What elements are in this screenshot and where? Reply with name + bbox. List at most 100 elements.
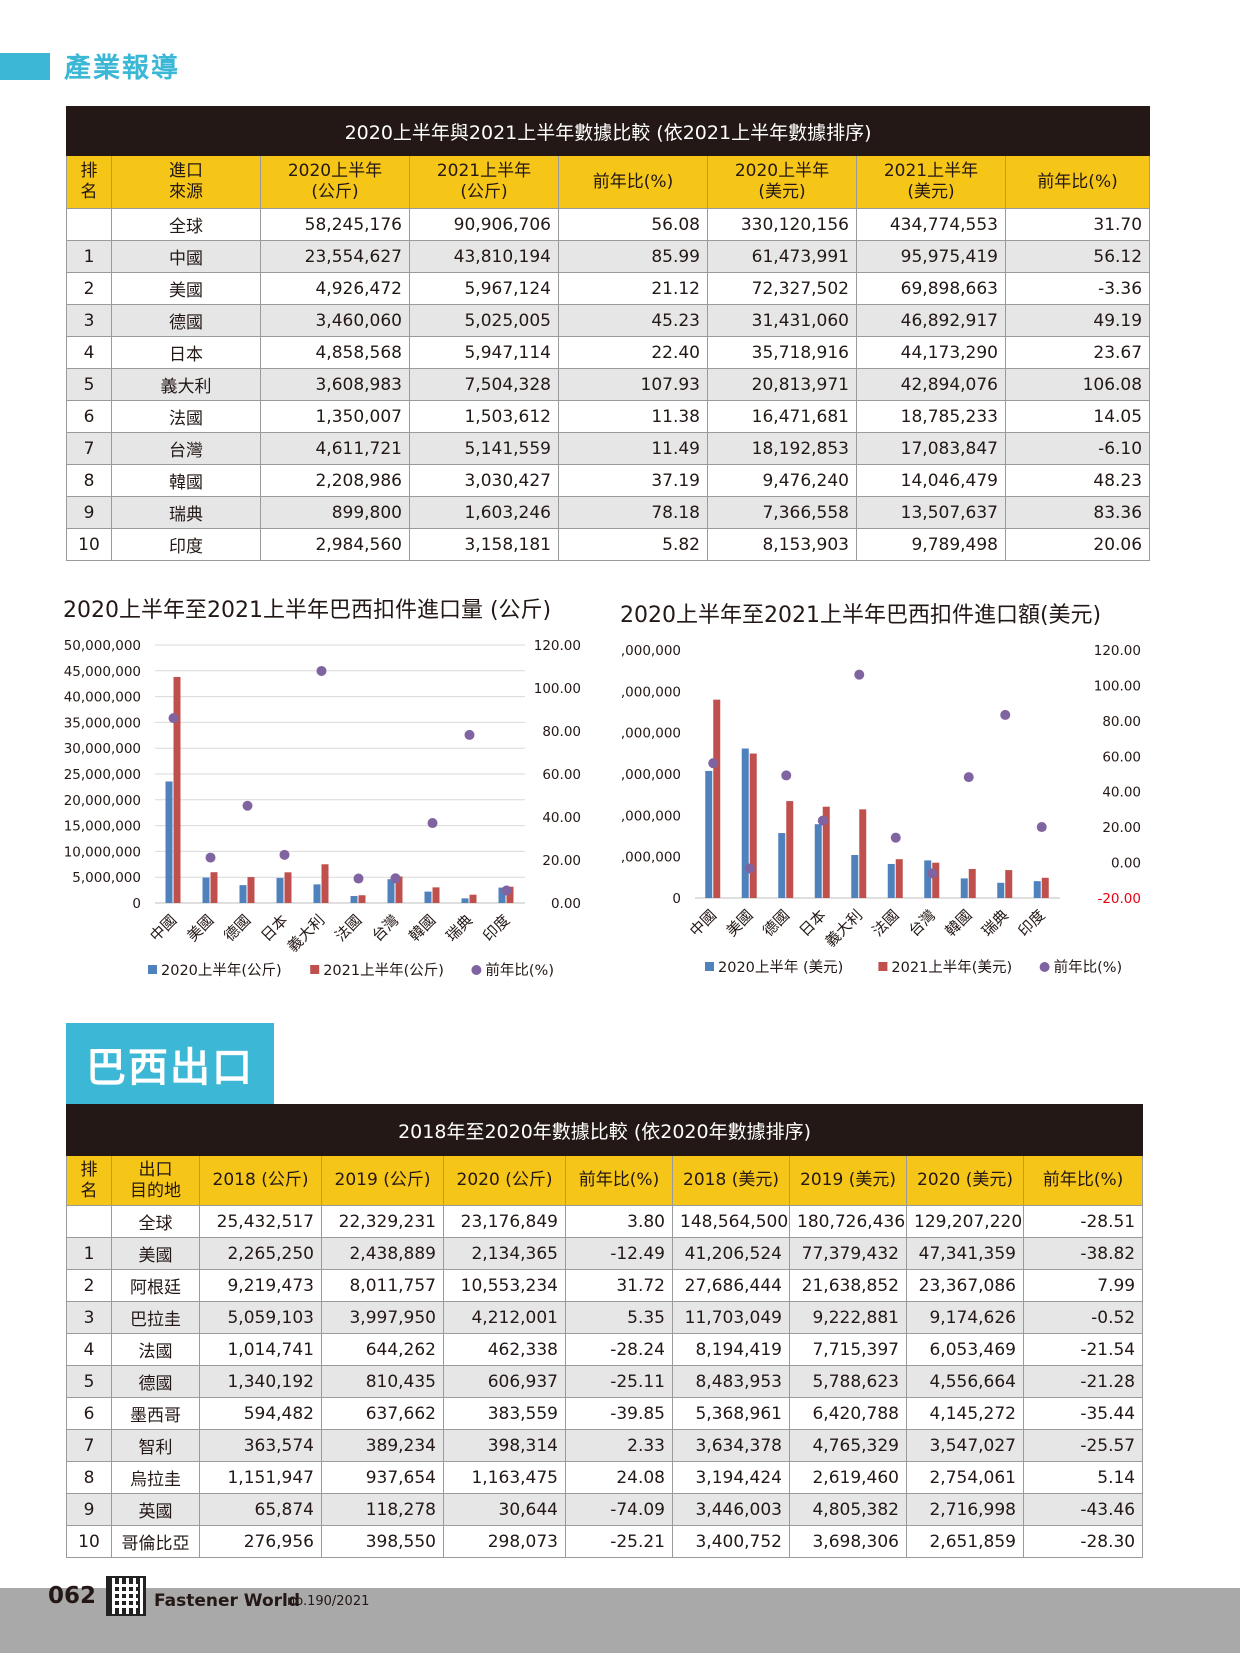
rank-cell: 8 bbox=[66, 464, 112, 497]
x-tick-label: 瑞典 bbox=[978, 906, 1012, 940]
value-cell: 5,025,005 bbox=[409, 304, 559, 337]
x-tick-label: 台灣 bbox=[905, 906, 939, 940]
value-cell: 2,651,859 bbox=[906, 1525, 1024, 1558]
country-cell: 巴拉圭 bbox=[111, 1301, 200, 1334]
import-table-caption: 2020上半年與2021上半年數據比較 (依2021上半年數據排序) bbox=[65, 106, 1151, 156]
value-cell: 9,219,473 bbox=[199, 1269, 322, 1302]
legend-label: 2020上半年(公斤) bbox=[161, 962, 282, 979]
y2-tick-label: 120.00 bbox=[1094, 643, 1141, 659]
value-cell: 2,134,365 bbox=[443, 1237, 566, 1270]
value-cell: 4,611,721 bbox=[260, 432, 410, 465]
qr-code-icon bbox=[106, 1576, 146, 1616]
bar bbox=[395, 876, 403, 903]
value-cell: 78.18 bbox=[558, 496, 708, 529]
bar bbox=[924, 860, 932, 898]
country-cell: 瑞典 bbox=[111, 496, 261, 529]
table-row: 9 英國 65,874 118,278 30,644 -74.09 3,446,003 4,8… bbox=[66, 1493, 1144, 1526]
rank-cell: 1 bbox=[66, 240, 112, 273]
bar bbox=[932, 862, 940, 898]
value-cell: 46,892,917 bbox=[856, 304, 1006, 337]
import-comparison-table: 2020上半年與2021上半年數據比較 (依2021上半年數據排序) 排 名進口… bbox=[65, 106, 1151, 561]
value-cell: 5.14 bbox=[1022, 1461, 1144, 1494]
value-cell: 4,926,472 bbox=[260, 272, 410, 305]
value-cell: 44,173,290 bbox=[856, 336, 1006, 369]
x-tick-label: 瑞典 bbox=[442, 911, 476, 945]
value-cell: 4,765,329 bbox=[789, 1429, 907, 1462]
value-cell: 637,662 bbox=[321, 1397, 444, 1430]
y-tick-label: 15,000,000 bbox=[64, 819, 141, 835]
data-point bbox=[927, 868, 938, 879]
section-tag-bar bbox=[0, 53, 50, 80]
value-cell: 363,574 bbox=[199, 1429, 322, 1462]
rank-cell: 3 bbox=[66, 1301, 112, 1334]
value-cell: -3.36 bbox=[1004, 272, 1151, 305]
x-tick-label: 印度 bbox=[479, 911, 513, 945]
column-header: 前年比(%) bbox=[1004, 155, 1151, 209]
data-point bbox=[1000, 709, 1011, 720]
legend-marker bbox=[1039, 962, 1050, 972]
bar bbox=[822, 806, 830, 898]
column-header: 出口 目的地 bbox=[111, 1155, 200, 1206]
value-cell: 11,703,049 bbox=[672, 1301, 790, 1334]
bar bbox=[895, 859, 903, 898]
bar bbox=[313, 884, 321, 903]
bar bbox=[506, 886, 514, 903]
value-cell: -28.24 bbox=[565, 1333, 673, 1366]
value-cell: -28.51 bbox=[1022, 1205, 1144, 1238]
value-cell: 11.38 bbox=[558, 400, 708, 433]
rank-cell: 4 bbox=[66, 1333, 112, 1366]
y2-tick-label: 20.00 bbox=[1102, 820, 1141, 836]
value-cell: -35.44 bbox=[1022, 1397, 1144, 1430]
value-cell: -12.49 bbox=[565, 1237, 673, 1270]
value-cell: 61,473,991 bbox=[707, 240, 857, 273]
value-cell: 17,083,847 bbox=[856, 432, 1006, 465]
value-cell: 20.06 bbox=[1004, 528, 1151, 561]
rank-cell: 2 bbox=[66, 272, 112, 305]
value-cell: 10,553,234 bbox=[443, 1269, 566, 1302]
value-cell: 8,194,419 bbox=[672, 1333, 790, 1366]
import-volume-chart: 50,000,000 45,000,000 40,000,000 35,000,000… bbox=[64, 638, 581, 979]
bar bbox=[997, 882, 1005, 898]
value-cell: 4,212,001 bbox=[443, 1301, 566, 1334]
bar bbox=[749, 753, 757, 898]
value-cell: 398,314 bbox=[443, 1429, 566, 1462]
table-row: 6 墨西哥 594,482 637,662 383,559 -39.85 5,368,961… bbox=[66, 1397, 1144, 1430]
value-cell: 1,603,246 bbox=[409, 496, 559, 529]
value-cell: 11.49 bbox=[558, 432, 708, 465]
value-cell: 13,507,637 bbox=[856, 496, 1006, 529]
x-tick-label: 美國 bbox=[723, 906, 757, 940]
value-cell: 1,163,475 bbox=[443, 1461, 566, 1494]
x-tick-label: 義大利 bbox=[284, 911, 329, 956]
value-cell: 389,234 bbox=[321, 1429, 444, 1462]
bar bbox=[851, 854, 859, 898]
value-cell: -28.30 bbox=[1022, 1525, 1144, 1558]
country-cell: 日本 bbox=[111, 336, 261, 369]
country-cell: 法國 bbox=[111, 1333, 200, 1366]
column-header: 2020上半年 (公斤) bbox=[260, 155, 410, 209]
bar bbox=[247, 877, 255, 903]
bar bbox=[713, 699, 721, 898]
value-cell: 5,141,559 bbox=[409, 432, 559, 465]
value-cell: 23,367,086 bbox=[906, 1269, 1024, 1302]
value-cell: 7,504,328 bbox=[409, 368, 559, 401]
value-cell: 129,207,220 bbox=[906, 1205, 1024, 1238]
data-point bbox=[353, 873, 364, 884]
rank-cell: 9 bbox=[66, 1493, 112, 1526]
bar bbox=[778, 833, 786, 898]
rank-cell: 7 bbox=[66, 1429, 112, 1462]
value-cell: 434,774,553 bbox=[856, 208, 1006, 241]
value-cell: 2,208,986 bbox=[260, 464, 410, 497]
column-header: 排 名 bbox=[66, 155, 112, 209]
value-cell: -38.82 bbox=[1022, 1237, 1144, 1270]
value-cell: -21.28 bbox=[1022, 1365, 1144, 1398]
value-cell: 49.19 bbox=[1004, 304, 1151, 337]
value-cell: 31.72 bbox=[565, 1269, 673, 1302]
rank-cell: 1 bbox=[66, 1237, 112, 1270]
legend-label: 2021上半年(公斤) bbox=[323, 962, 444, 979]
value-cell: 2,265,250 bbox=[199, 1237, 322, 1270]
bar bbox=[461, 898, 469, 903]
country-cell: 台灣 bbox=[111, 432, 261, 465]
rank-cell bbox=[66, 208, 112, 241]
value-cell: 2,984,560 bbox=[260, 528, 410, 561]
bar bbox=[173, 676, 181, 903]
